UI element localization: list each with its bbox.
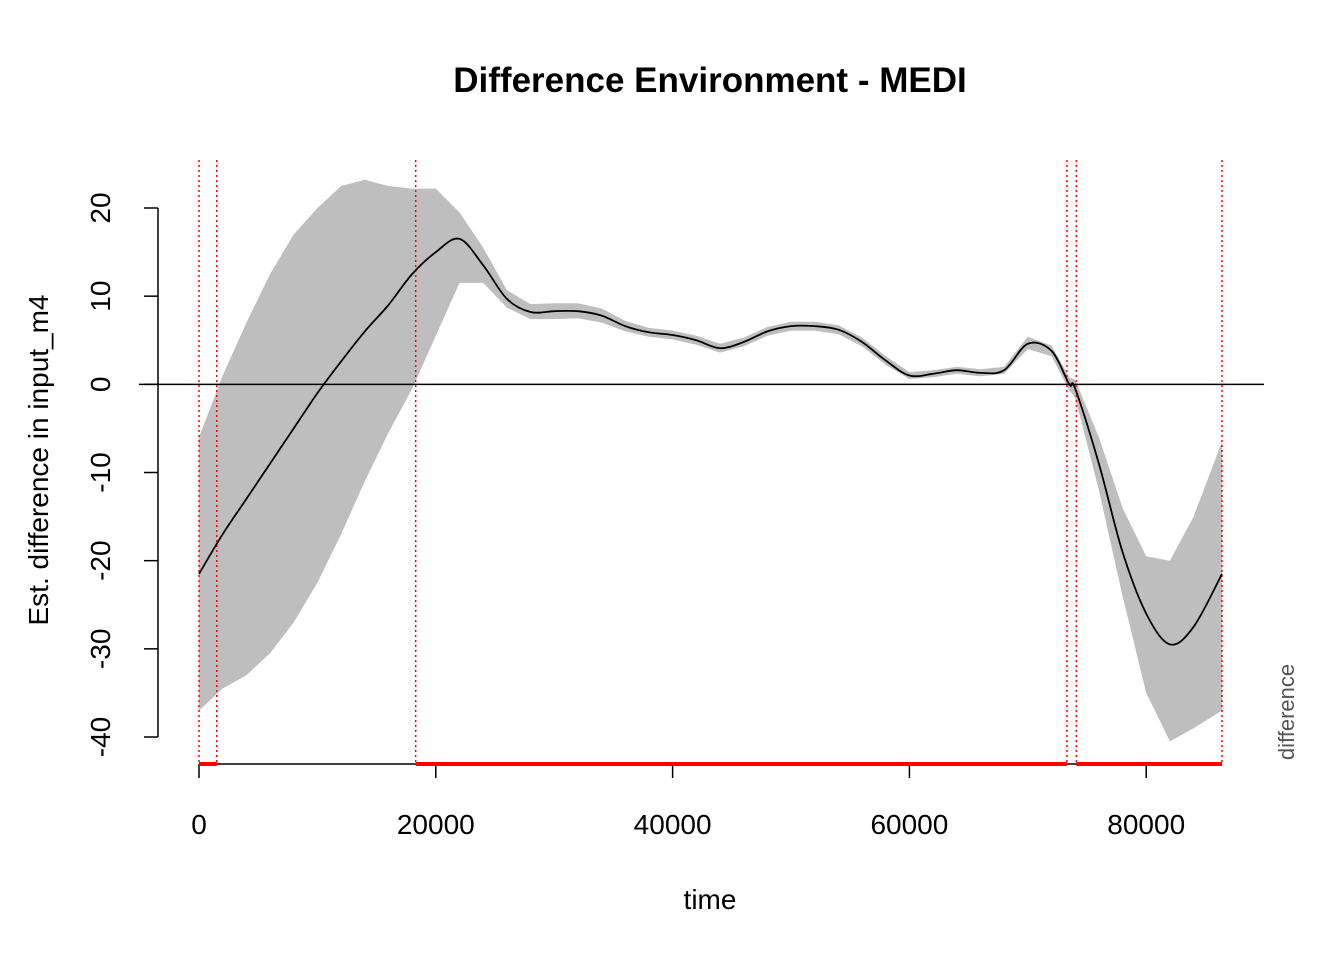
y-tick-label-4: 0: [85, 377, 116, 393]
x-tick-label-1: 20000: [397, 809, 475, 840]
chart-title: Difference Environment - MEDI: [453, 61, 966, 100]
x-tick-label-2: 40000: [634, 809, 712, 840]
confidence-band: [199, 179, 1222, 742]
y-axis: -40 -30 -20 -10 0 10 20: [85, 192, 159, 757]
plot-area: [139, 160, 1264, 764]
y-tick-label-5: 10: [85, 281, 116, 312]
difference-curve: [198, 237, 1223, 646]
x-axis: 0 20000 40000 60000 80000: [191, 762, 1222, 840]
y-tick-label-6: 20: [85, 192, 116, 223]
x-tick-label-0: 0: [191, 809, 207, 840]
y-tick-label-0: -40: [85, 717, 116, 757]
y-tick-label-1: -30: [85, 629, 116, 669]
side-label: difference: [1274, 664, 1299, 760]
y-axis-label: Est. difference in input_m4: [23, 294, 54, 625]
x-axis-label: time: [684, 884, 737, 915]
x-tick-label-3: 60000: [870, 809, 948, 840]
y-tick-label-2: -20: [85, 540, 116, 580]
y-tick-label-3: -10: [85, 452, 116, 492]
x-tick-label-4: 80000: [1107, 809, 1185, 840]
